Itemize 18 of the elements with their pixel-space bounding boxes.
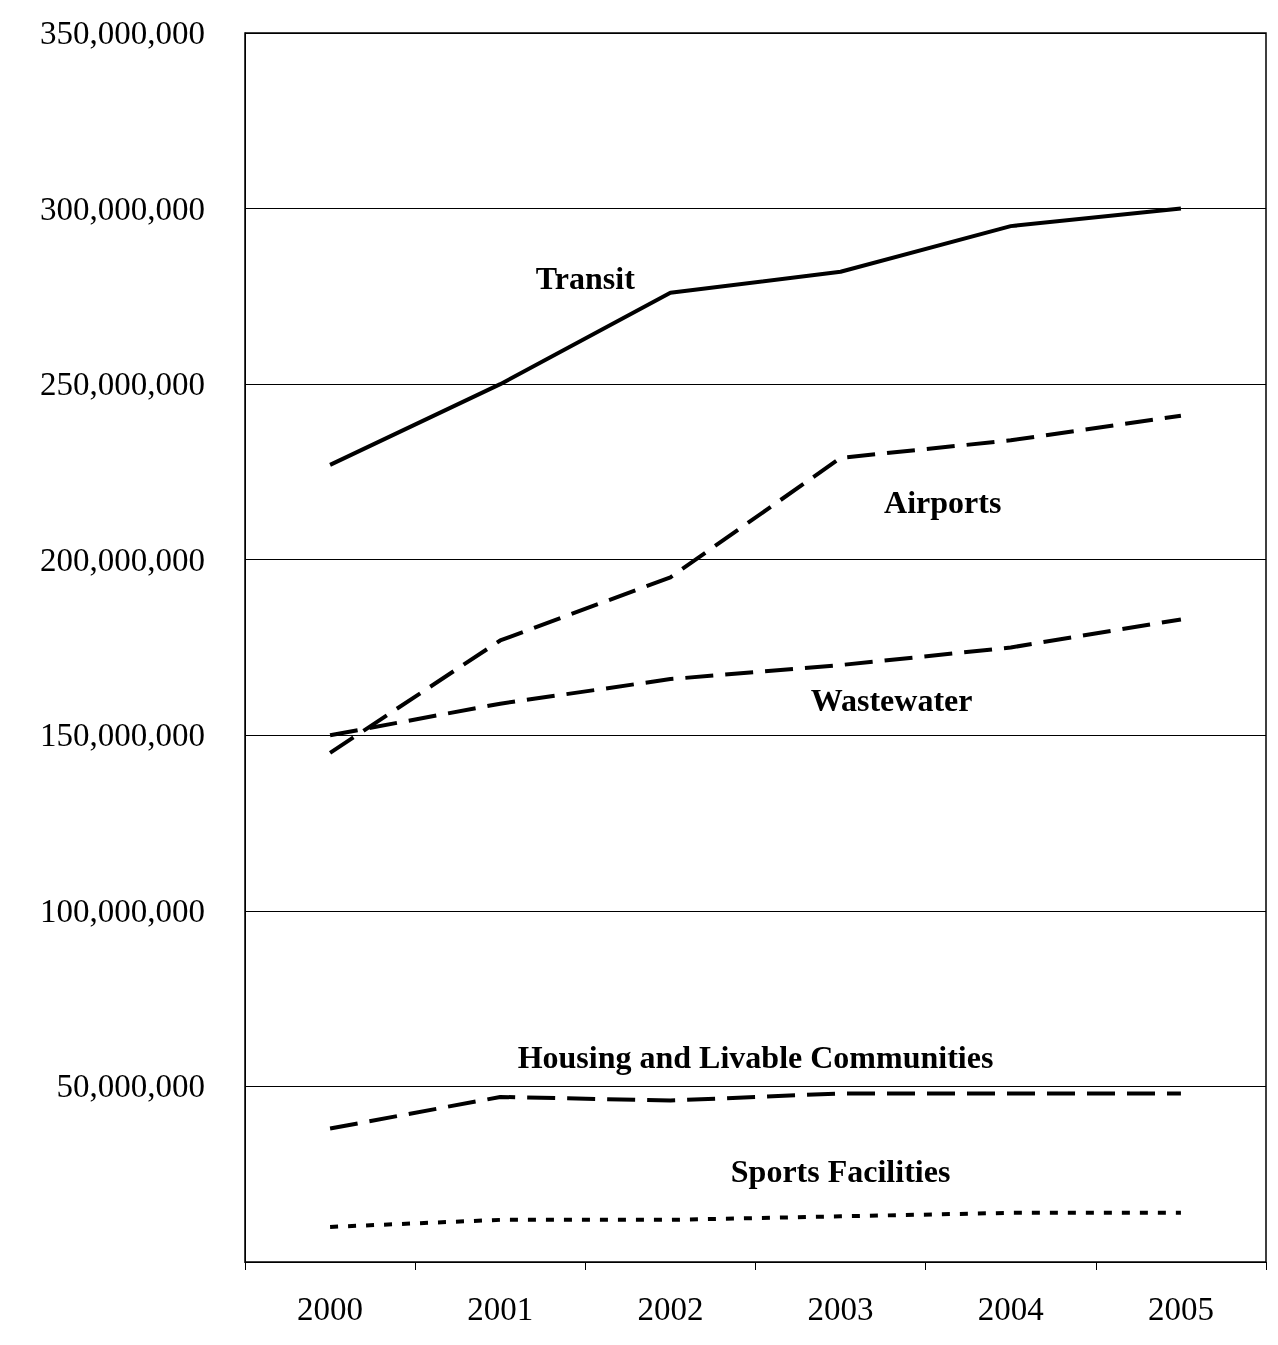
y-tick-label: 50,000,000 <box>56 1068 205 1105</box>
series-label: Sports Facilities <box>730 1153 951 1190</box>
x-tick-label: 2004 <box>977 1290 1044 1327</box>
y-tick-label: 150,000,000 <box>40 717 205 754</box>
x-tick-label: 2002 <box>637 1290 704 1327</box>
y-tick-label: 350,000,000 <box>40 15 205 51</box>
x-tick-label: 2001 <box>467 1290 534 1327</box>
y-tick-label: 300,000,000 <box>40 190 205 227</box>
x-tick-label: 2000 <box>297 1290 364 1327</box>
series-label: Transit <box>535 260 636 297</box>
series-label: Wastewater <box>810 681 973 718</box>
y-tick-label: 250,000,000 <box>40 366 205 403</box>
y-tick-label: 200,000,000 <box>40 541 205 578</box>
x-tick-label: 2003 <box>807 1290 874 1327</box>
y-tick-label: 100,000,000 <box>40 892 205 929</box>
series-label: Airports <box>884 484 1002 521</box>
x-tick-label: 2005 <box>1147 1290 1214 1327</box>
series-label: Housing and Livable Communities <box>517 1038 994 1075</box>
